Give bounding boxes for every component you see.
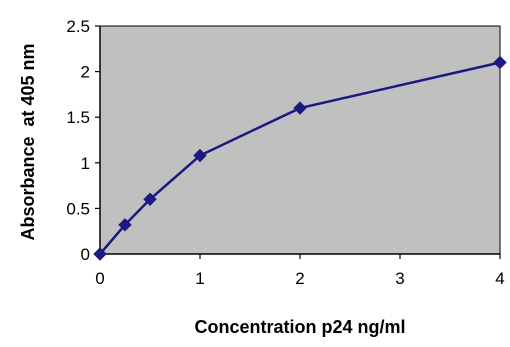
data-point <box>93 247 107 261</box>
y-tick-label: 0 <box>81 245 90 264</box>
x-axis-ticks: 0 1 2 3 4 <box>95 254 505 288</box>
data-point <box>493 55 507 70</box>
y-tick-label: 2.5 <box>66 17 90 36</box>
y-axis-title: Absorbance at 405 nm <box>18 43 38 240</box>
data-point <box>118 218 132 232</box>
y-tick-label: 2 <box>81 63 90 82</box>
y-tick-label: 1 <box>81 154 90 173</box>
x-tick-label: 4 <box>495 269 504 288</box>
x-tick-label: 3 <box>395 269 404 288</box>
x-tick-label: 0 <box>95 269 104 288</box>
data-point <box>143 192 157 206</box>
x-tick-label: 1 <box>195 269 204 288</box>
series-line <box>99 61 501 255</box>
x-tick-label: 2 <box>295 269 304 288</box>
data-point <box>293 101 307 115</box>
data-point <box>193 148 207 163</box>
plot-area <box>99 25 501 255</box>
y-tick-label: 1.5 <box>66 108 90 127</box>
y-axis-ticks: 0 0.5 1 1.5 2 2.5 <box>66 17 100 264</box>
y-tick-label: 0.5 <box>66 199 90 218</box>
x-axis-title: Concentration p24 ng/ml <box>194 317 405 337</box>
data-markers <box>93 55 507 261</box>
